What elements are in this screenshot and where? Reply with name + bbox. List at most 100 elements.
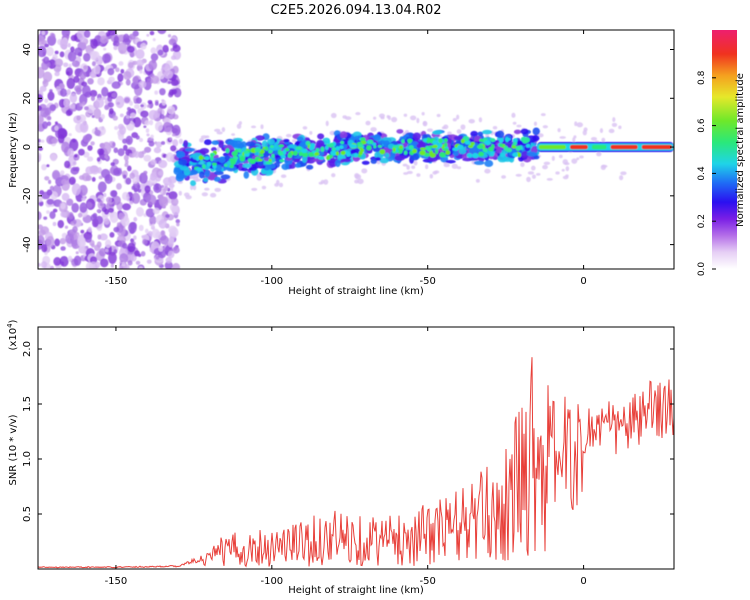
- noise-blob: [130, 112, 136, 119]
- noise-blob: [45, 236, 55, 248]
- noise-blob: [176, 222, 180, 227]
- signal-peak: [315, 148, 320, 153]
- noise-blob: [44, 176, 50, 181]
- colorbar-tick-label: 0.6: [697, 118, 707, 133]
- noise-blob: [96, 209, 101, 213]
- snr-scale-end: ): [8, 319, 19, 323]
- signal-peak: [305, 140, 311, 146]
- noise-blob: [60, 170, 65, 176]
- signal-peak: [317, 156, 325, 160]
- noise-blob: [429, 173, 434, 179]
- noise-blob: [65, 71, 70, 75]
- noise-blob: [150, 159, 157, 166]
- noise-blob: [157, 49, 164, 56]
- noise-blob: [79, 36, 87, 43]
- noise-blob: [116, 183, 122, 190]
- signal-peak: [279, 159, 285, 163]
- signal-peak: [206, 161, 212, 167]
- signal-blob: [339, 131, 348, 139]
- signal-blob: [520, 128, 529, 135]
- noise-blob: [128, 153, 133, 158]
- noise-blob: [342, 115, 347, 119]
- noise-blob: [159, 235, 169, 245]
- noise-blob: [370, 127, 377, 132]
- signal-peak: [477, 144, 484, 149]
- signal-peak: [432, 144, 438, 149]
- noise-blob: [59, 88, 68, 97]
- noise-blob: [63, 62, 69, 68]
- noise-blob: [43, 216, 48, 220]
- noise-blob: [52, 221, 57, 227]
- noise-blob: [78, 148, 85, 156]
- noise-blob: [119, 125, 127, 135]
- noise-blob: [133, 235, 137, 240]
- signal-blob: [248, 166, 257, 171]
- noise-blob: [540, 113, 546, 117]
- snr-x-tick-label: -50: [420, 576, 436, 587]
- signal-peak: [223, 163, 228, 167]
- snr-y-ticks: 0.5 1.0 1.5 2.0: [22, 341, 674, 522]
- signal-peak: [429, 152, 436, 158]
- noise-blob: [169, 137, 173, 141]
- noise-blob: [475, 179, 480, 183]
- signal-peak: [512, 152, 519, 157]
- noise-blob: [89, 50, 98, 61]
- noise-blob: [38, 114, 44, 125]
- signal-peak: [412, 148, 418, 154]
- signal-peak: [265, 161, 273, 165]
- noise-blob: [144, 120, 150, 126]
- noise-blob: [90, 166, 100, 175]
- noise-blob: [387, 115, 391, 121]
- noise-blob: [68, 63, 72, 68]
- spectrogram-x-tick-label: -150: [105, 276, 128, 287]
- noise-blob: [38, 45, 47, 58]
- signal-peak: [439, 152, 446, 158]
- signal-blob: [254, 151, 260, 157]
- signal-peak: [298, 152, 303, 156]
- noise-blob: [52, 208, 58, 213]
- noise-blob: [170, 145, 177, 152]
- signal-blob: [317, 133, 325, 140]
- noise-blob: [611, 122, 618, 127]
- noise-blob: [117, 42, 128, 55]
- noise-blob: [204, 187, 210, 191]
- signal-blob: [432, 130, 443, 135]
- signal-blob: [473, 160, 485, 166]
- signal-blob: [232, 140, 243, 148]
- noise-blob: [155, 255, 160, 260]
- signal-blob: [245, 141, 256, 147]
- noise-blob: [38, 224, 44, 230]
- signal-peak: [482, 148, 488, 153]
- noise-blob: [101, 86, 109, 97]
- noise-blob: [171, 197, 179, 206]
- noise-blob: [125, 135, 133, 145]
- noise-blob: [89, 89, 98, 98]
- noise-blob: [452, 118, 457, 122]
- noise-blob: [188, 175, 195, 180]
- snr-series-line: [38, 357, 674, 569]
- signal-peak: [512, 141, 517, 146]
- noise-blob: [73, 75, 80, 83]
- noise-blob: [113, 226, 120, 233]
- noise-blob: [144, 228, 149, 234]
- signal-peak: [366, 140, 371, 144]
- noise-blob: [93, 64, 101, 75]
- noise-blob: [115, 67, 120, 73]
- noise-blob: [160, 141, 166, 145]
- noise-blob: [138, 224, 144, 232]
- noise-blob: [70, 34, 78, 42]
- signal-blob: [416, 143, 424, 149]
- colorbar-tick-label: 0.0: [697, 262, 707, 277]
- noise-blob: [38, 143, 41, 147]
- noise-blob: [74, 154, 78, 158]
- noise-blob: [451, 163, 458, 169]
- signal-peak: [308, 151, 314, 157]
- noise-blob: [579, 155, 584, 159]
- noise-blob: [148, 60, 158, 71]
- signal-peak: [467, 144, 474, 149]
- signal-peak: [392, 145, 400, 149]
- signal-peak: [438, 138, 443, 144]
- colorbar-ticks: 0.0 0.2 0.4 0.6 0.8: [697, 70, 716, 276]
- noise-blob: [85, 262, 94, 269]
- spectrogram-y-label: Frequency (Hz): [8, 112, 19, 188]
